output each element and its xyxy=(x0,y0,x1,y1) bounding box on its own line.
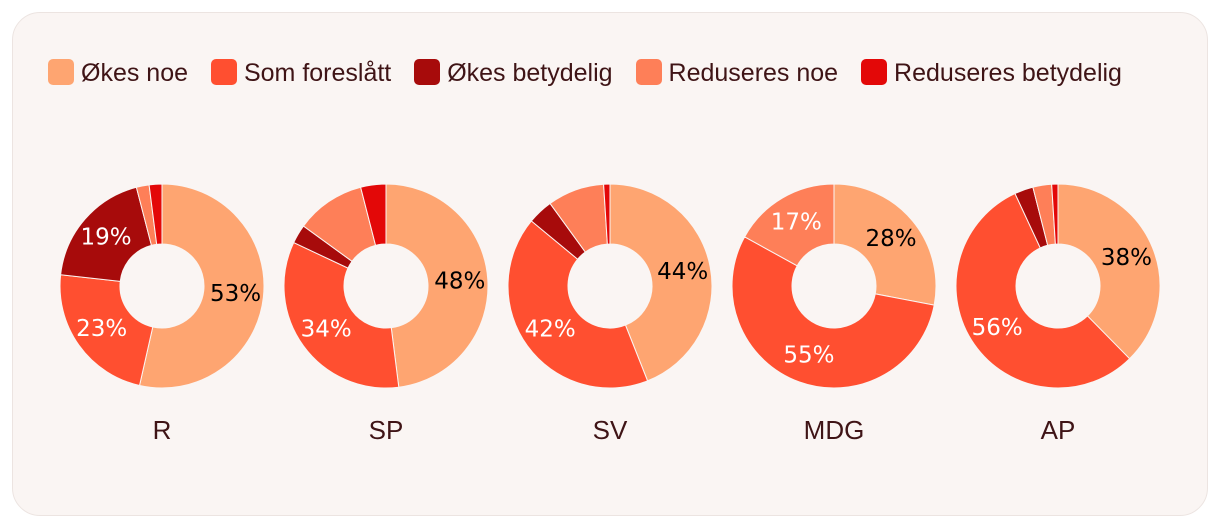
legend-item-okes-noe[interactable]: Økes noe xyxy=(48,59,188,87)
donut-ap: 38% 56% AP xyxy=(955,183,1161,445)
legend-swatch xyxy=(635,59,662,85)
party-label: MDG xyxy=(804,415,865,445)
data-label: 42% xyxy=(525,316,576,342)
legend-swatch xyxy=(48,59,74,85)
slice-sp-4[interactable] xyxy=(360,183,387,246)
slice-mdg-3[interactable] xyxy=(743,183,835,267)
slice-sv-0[interactable] xyxy=(609,183,713,382)
legend-item-okes-betydelig[interactable]: Økes betydelig xyxy=(414,59,613,87)
data-label: 48% xyxy=(434,268,485,294)
legend-label: Økes betydelig xyxy=(447,59,613,87)
donut-r: 53% 23% 19% R xyxy=(59,183,265,445)
slice-sv-1[interactable] xyxy=(507,220,649,389)
data-label: 23% xyxy=(76,316,127,342)
legend-item-som-foreslatt[interactable]: Som foreslått xyxy=(210,59,392,87)
data-label: 17% xyxy=(771,209,822,235)
data-label: 19% xyxy=(81,225,132,251)
slice-ap-0[interactable] xyxy=(1057,183,1161,360)
party-label: R xyxy=(153,415,172,445)
data-label: 28% xyxy=(865,226,916,252)
party-label: AP xyxy=(1041,415,1076,445)
legend: Økes noe Som foreslått Økes betydelig Re… xyxy=(48,52,1148,95)
party-label: SV xyxy=(593,415,628,445)
legend-swatch xyxy=(861,59,888,85)
party-label: SP xyxy=(369,415,404,445)
slice-ap-1[interactable] xyxy=(955,192,1131,389)
legend-label: Som foreslått xyxy=(243,59,392,87)
slice-r-2[interactable] xyxy=(60,186,153,282)
data-label: 38% xyxy=(1101,245,1152,271)
legend-swatch xyxy=(414,59,441,85)
legend-item-reduseres-noe[interactable]: Reduseres noe xyxy=(635,59,839,87)
data-label: 44% xyxy=(657,259,708,285)
legend-label: Reduseres betydelig xyxy=(894,59,1122,87)
slice-sp-1[interactable] xyxy=(283,241,400,389)
slice-r-1[interactable] xyxy=(59,274,154,387)
legend-swatch xyxy=(210,59,237,85)
data-label: 34% xyxy=(301,316,352,342)
slice-sv-4[interactable] xyxy=(603,183,611,245)
legend-item-reduseres-betydelig[interactable]: Reduseres betydelig xyxy=(861,59,1122,87)
slice-mdg-0[interactable] xyxy=(833,183,937,306)
slice-mdg-1[interactable] xyxy=(731,236,935,389)
slice-ap-4[interactable] xyxy=(1051,183,1059,245)
data-label: 56% xyxy=(972,315,1023,341)
legend-label: Økes noe xyxy=(81,59,189,87)
donut-sv: 44% 42% SV xyxy=(507,183,713,445)
legend-label: Reduseres noe xyxy=(668,59,839,87)
slice-r-0[interactable] xyxy=(138,183,265,389)
slice-r-4[interactable] xyxy=(148,183,163,245)
data-label: 53% xyxy=(210,281,261,307)
donut-mdg: 28% 55% 17% MDG xyxy=(731,183,937,445)
slice-sp-0[interactable] xyxy=(385,183,489,388)
data-label: 55% xyxy=(783,343,834,369)
donut-sp: 48% 34% SP xyxy=(283,183,489,445)
